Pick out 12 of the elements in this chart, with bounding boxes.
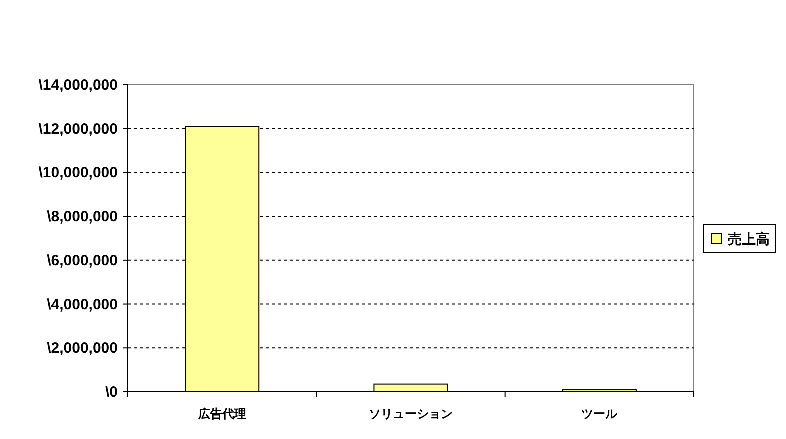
y-tick-label: \0 [105,384,118,401]
y-tick-label: \6,000,000 [47,252,118,270]
x-tick-label: ソリューション [369,407,453,421]
x-tick-label: ツール [582,407,619,421]
y-tick-label: \14,000,000 [38,77,118,94]
y-tick-label: \2,000,000 [47,340,118,358]
legend-label: 売上高 [728,231,770,247]
y-tick-label: \10,000,000 [38,164,118,182]
y-tick-label: \12,000,000 [38,120,118,138]
x-tick-label: 広告代理 [197,407,246,421]
y-tick-label: \8,000,000 [47,208,118,226]
y-tick-label: \4,000,000 [47,296,118,314]
